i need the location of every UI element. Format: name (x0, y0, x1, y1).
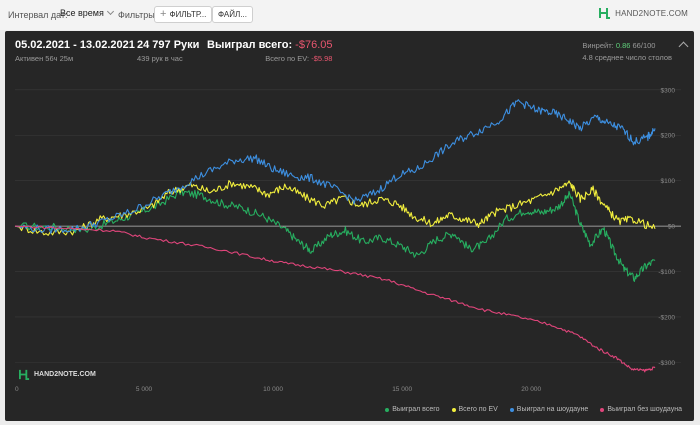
avg-tables: 4.8 среднее число столов (582, 53, 672, 62)
date-stats: 05.02.2021 - 13.02.2021 Активен 56ч 25м (15, 39, 135, 63)
graph-panel: $300 $200 $100 $0 -$100 -$200 -$300 0 5 000 10 00… (5, 31, 694, 421)
x-tick-label: 20 000 (521, 386, 541, 393)
ev-label: Всего по EV: (265, 54, 310, 63)
won-stats: Выиграл всего: -$76.05 Всего по EV: -$5.… (207, 39, 332, 63)
won-value: -$76.05 (295, 39, 333, 51)
legend-label-total: Выиграл всего (392, 406, 440, 413)
won-total: Выиграл всего: -$76.05 (207, 39, 332, 51)
ev-value: -$5.98 (311, 54, 333, 63)
series-line-4 (14, 225, 656, 373)
filters-label: Фильтры: (118, 10, 158, 20)
winrate-stats: Винрейт: 0.86 66/100 4.8 среднее число с… (582, 40, 672, 64)
y-tick-label: -$100 (658, 269, 675, 276)
x-tick-label: 5 000 (136, 386, 153, 393)
y-tick-label: -$300 (658, 360, 675, 367)
hands-stats: 24 797 Руки 439 рук в час (137, 39, 199, 63)
winrate-value: 0.86 (615, 41, 631, 50)
legend-item-no-showdown[interactable]: Выиграл без шоудауна (600, 406, 682, 413)
hands-count: 24 797 Руки (137, 39, 200, 51)
legend-label-showdown: Выиграл на шоудауне (516, 406, 589, 413)
winrate-line: Винрейт: 0.86 66/100 (582, 40, 672, 52)
watermark-text: HAND2NOTE.COM (34, 371, 96, 378)
y-tick-label: $100 (661, 178, 676, 185)
legend-label-no-showdown: Выиграл без шоудауна (607, 406, 682, 413)
legend-label-ev: Всего по EV (458, 406, 498, 413)
chart-legend: Выиграл всего Всего по EV Выиграл на шоу… (385, 406, 682, 413)
interval-label: Интервал дат: (8, 10, 68, 20)
toolbar: Интервал дат: Все время Фильтры: + ФИЛЬТ… (0, 0, 700, 30)
plus-icon: + (160, 8, 167, 20)
series-line-2 (14, 180, 656, 236)
legend-item-showdown[interactable]: Выиграл на шоудауне (509, 406, 589, 413)
logo-text: HAND2NOTE.COM (615, 8, 688, 18)
hands-rate: 439 рук в час (137, 54, 183, 63)
legend-dot-ev (451, 407, 456, 412)
legend-dot-showdown (509, 407, 514, 412)
winrate-label: Винрейт: (582, 41, 614, 50)
x-tick-label: 10 000 (263, 386, 283, 393)
date-range: 05.02.2021 - 13.02.2021 (15, 39, 135, 51)
y-tick-label: $0 (668, 224, 676, 231)
watermark-logo-icon (19, 369, 30, 380)
legend-item-total[interactable]: Выиграл всего (385, 406, 440, 413)
filter-button[interactable]: + ФИЛЬТР... (154, 6, 213, 23)
legend-item-ev[interactable]: Всего по EV (451, 406, 498, 413)
winrate-rest: 66/100 (632, 41, 656, 50)
profit-chart: $300 $200 $100 $0 -$100 -$200 -$300 0 5 000 10 00… (14, 87, 681, 393)
file-button-label: ФАЙЛ... (218, 10, 247, 19)
y-tick-label: $300 (661, 87, 676, 94)
filter-button-label: ФИЛЬТР... (169, 10, 207, 19)
ev-total: Всего по EV: -$5.98 (207, 54, 332, 63)
y-tick-label: -$200 (658, 314, 675, 321)
file-button[interactable]: ФАЙЛ... (212, 6, 253, 23)
x-tick-label: 0 (15, 386, 19, 393)
legend-dot-no-showdown (600, 407, 605, 412)
interval-value: Все время (60, 8, 104, 18)
interval-select[interactable]: Все время (60, 7, 114, 18)
chevron-down-icon (106, 7, 114, 16)
won-label: Выиграл всего: (207, 39, 293, 51)
series-line-1 (14, 187, 656, 282)
y-tick-label: $200 (661, 133, 676, 140)
hand2note-logo-icon (599, 8, 611, 19)
watermark: HAND2NOTE.COM (19, 369, 96, 380)
active-time: Активен 56ч 25м (15, 54, 74, 63)
hand2note-logo[interactable]: HAND2NOTE.COM (599, 7, 688, 19)
legend-dot-total (385, 407, 390, 412)
series-line-3 (14, 99, 656, 234)
x-tick-label: 15 000 (392, 386, 412, 393)
